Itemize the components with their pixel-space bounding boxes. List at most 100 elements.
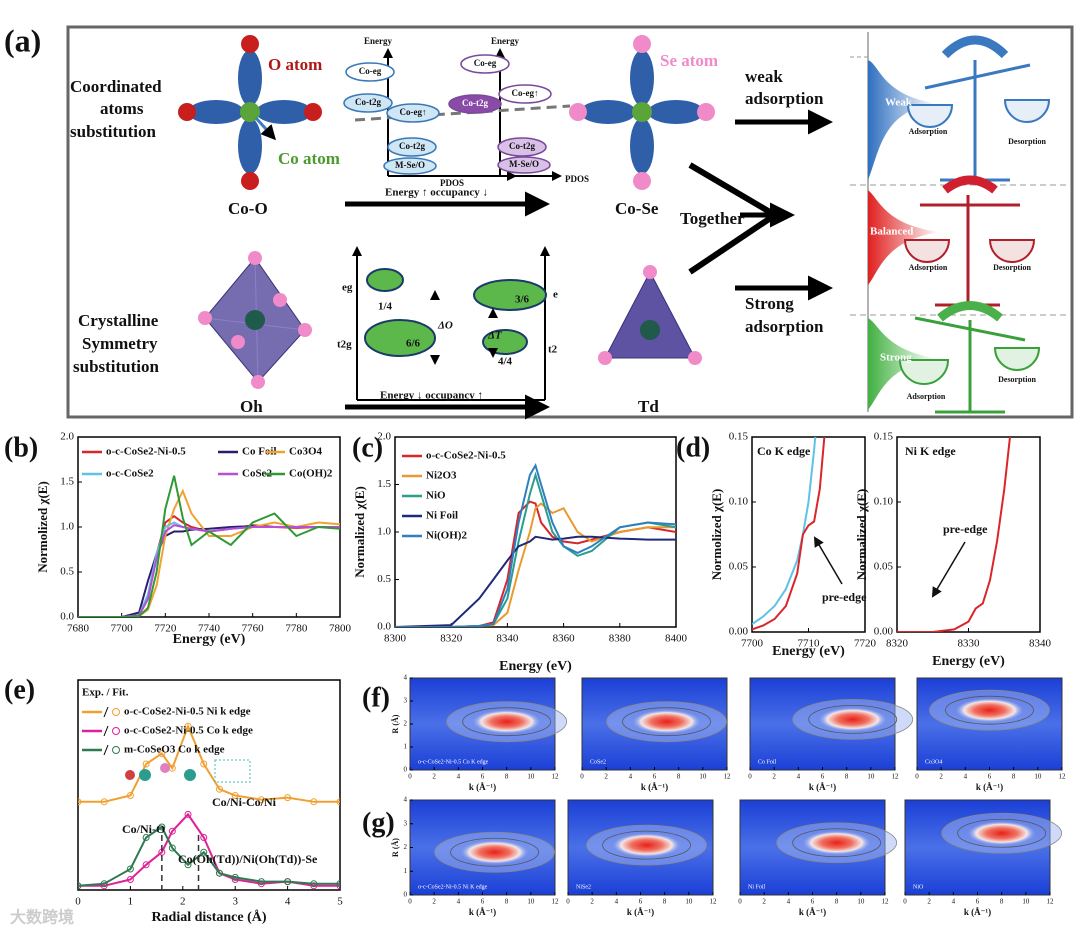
x-tick-label: 8380 <box>609 633 632 645</box>
x-tick-label: 12 <box>892 773 900 781</box>
annotation: pre-edge <box>943 522 988 536</box>
x-tick-label: 6 <box>976 898 980 906</box>
x-tick-label: 2 <box>432 773 436 781</box>
x-tick-label: 7740 <box>198 623 221 635</box>
level-label: Co-eg <box>474 58 497 68</box>
panel-label: (g) <box>362 807 395 838</box>
x-tick-label: 0 <box>903 898 907 906</box>
exp-point <box>231 873 239 881</box>
level-ellipses <box>343 54 552 175</box>
x-tick-label: 6 <box>988 773 992 781</box>
balance-label: Adsorption <box>907 392 946 401</box>
x-tick-label: 2 <box>590 898 594 906</box>
shape <box>473 279 547 311</box>
atom-label: Co atom <box>278 149 340 168</box>
y-tick-label: 0.15 <box>874 431 894 443</box>
exp-point <box>215 785 223 793</box>
shape <box>273 293 287 307</box>
y-tick-label: 1 <box>404 743 408 751</box>
y-tick-label: 4 <box>404 796 408 804</box>
map-label: o-c-CoSe2-Ni-0.5 Ni K edge <box>418 884 488 890</box>
x-axis-label: k (Å⁻¹) <box>799 907 826 917</box>
shape <box>868 60 935 180</box>
y-tick-label: 0.05 <box>874 561 894 573</box>
annotation: Co/Ni-Co/Ni <box>212 795 277 809</box>
hot-spot <box>472 709 541 734</box>
exp-point <box>310 880 318 888</box>
annotation-arrow <box>931 541 966 598</box>
contour <box>602 830 691 860</box>
x-tick-label: 8 <box>1000 898 1004 906</box>
x-tick-label: 12 <box>1059 773 1067 781</box>
shape <box>643 265 657 279</box>
shape <box>604 270 696 359</box>
plot-area <box>897 437 1011 632</box>
structure-label: Td <box>638 397 659 416</box>
legend-label: NiO <box>426 490 446 502</box>
exp-point <box>158 823 166 831</box>
shape <box>178 103 196 121</box>
x-axis-label: k (Å⁻¹) <box>809 782 836 792</box>
shape <box>238 118 262 174</box>
adsorption-label: adsorption <box>745 89 824 108</box>
orbital-label: t2 <box>548 344 558 356</box>
legend-label: m-CoSeO3 Co k edge <box>124 744 225 756</box>
legend-label: o-c-CoSe2-Ni-0.5 <box>426 450 506 462</box>
series-line <box>78 475 340 617</box>
balance-label: Desorption <box>998 375 1036 384</box>
y-axis-label: R (Å) <box>391 714 400 733</box>
occupancy-label: 1/4 <box>378 301 393 313</box>
y-axis-label: Normolized χ(E) <box>35 481 50 573</box>
shape <box>632 102 652 122</box>
adsorption-label: adsorption <box>745 317 824 336</box>
shape <box>448 94 502 114</box>
arrow-label: Energy ↑ occupancy ↓ <box>385 187 488 199</box>
shape <box>343 93 393 113</box>
icon <box>184 769 196 781</box>
splitting-label: ΔO <box>437 320 453 332</box>
legend-label: o-c-CoSe2-Ni-0.5 <box>106 446 186 458</box>
shape <box>256 100 312 124</box>
y-tick-label: 2.0 <box>377 431 391 443</box>
x-axis-label: Radial distance (Å) <box>151 909 266 925</box>
exp-point <box>310 798 318 806</box>
shape <box>640 320 660 340</box>
y-tick-label: 4 <box>404 674 408 682</box>
td-structure <box>598 265 702 365</box>
level-label: Co-eg <box>359 66 382 76</box>
x-axis-label: Energy (eV) <box>932 654 1005 669</box>
panel-a: Coordinated atoms substitution Crystalli… <box>66 25 1074 420</box>
y-axis-label: R (Å) <box>391 838 400 857</box>
icon <box>214 759 251 783</box>
x-tick-label: 0 <box>738 898 742 906</box>
plot-area <box>752 437 826 631</box>
exp-point <box>184 861 192 869</box>
annotation: Ni K edge <box>905 444 956 458</box>
atom-label: Se atom <box>660 51 718 70</box>
row-title: Crystalline <box>78 311 159 330</box>
shape <box>914 316 1026 342</box>
x-tick-label: 10 <box>1022 898 1030 906</box>
legend-marker <box>112 746 120 754</box>
y-tick-label: 3 <box>404 819 408 827</box>
hot-spot <box>632 709 701 734</box>
shape <box>1003 99 1051 123</box>
exp-point <box>184 722 192 730</box>
legend-marker <box>112 708 120 716</box>
shape <box>688 351 702 365</box>
x-tick-label: 4 <box>457 898 461 906</box>
x-tick-label: 10 <box>527 898 535 906</box>
exp-point <box>231 792 239 799</box>
wavelet-map: Co Foil 0 2 4 6 8 10 12 k (Å⁻¹) <box>748 677 914 792</box>
x-axis-label: Energy (eV) <box>173 632 246 647</box>
x-tick-label: 0 <box>566 898 570 906</box>
adsorption-scheme <box>850 32 1066 414</box>
contour <box>808 705 898 734</box>
adsorption-label: Strong <box>745 294 794 313</box>
orbital-ellipses <box>364 268 547 357</box>
row-title: Symmetry <box>82 334 158 353</box>
row-title: Coordinated <box>70 77 162 96</box>
map-label: Co Foil <box>758 759 777 765</box>
shape <box>598 351 612 365</box>
